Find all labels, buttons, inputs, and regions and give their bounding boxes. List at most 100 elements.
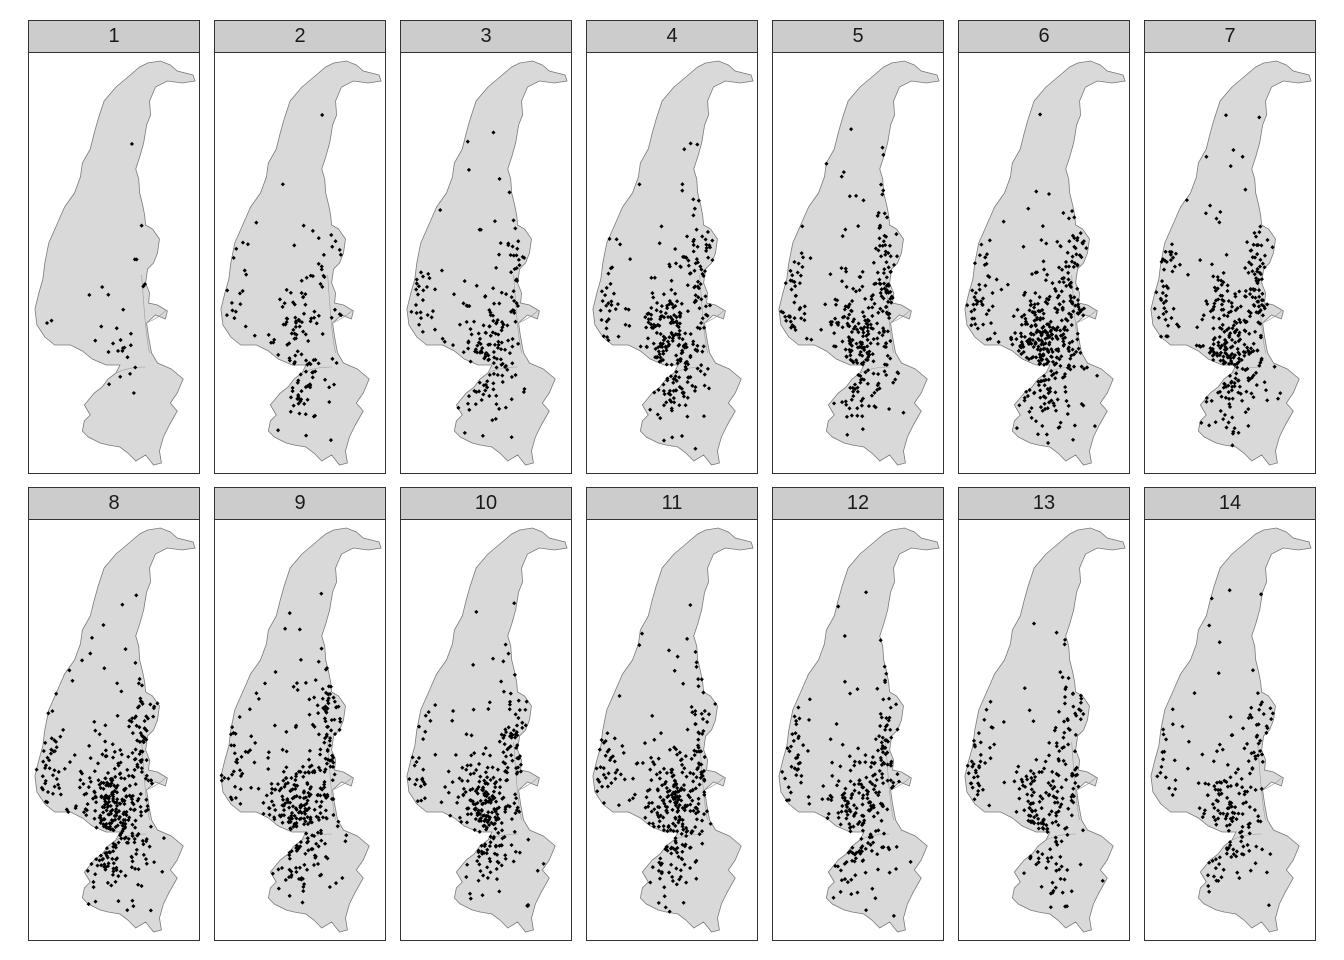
occurrence-point (971, 775, 977, 780)
occurrence-point (866, 331, 871, 337)
occurrence-point (222, 775, 227, 781)
occurrence-point (100, 804, 105, 810)
occurrence-point (100, 856, 106, 861)
occurrence-point (1015, 307, 1020, 312)
occurrence-point (235, 760, 240, 765)
occurrence-point (1046, 793, 1051, 798)
occurrence-point (1158, 770, 1163, 775)
occurrence-point (503, 405, 508, 410)
occurrence-point (249, 734, 254, 739)
occurrence-point (125, 908, 130, 913)
occurrence-point (96, 778, 101, 783)
occurrence-point (852, 812, 857, 817)
occurrence-point (675, 358, 680, 363)
occurrence-point (1227, 800, 1232, 805)
occurrence-point (798, 780, 804, 785)
occurrence-point (977, 253, 982, 258)
occurrence-point (908, 859, 913, 865)
occurrence-point (101, 780, 106, 786)
occurrence-point (122, 787, 127, 792)
occurrence-point (1045, 332, 1050, 338)
occurrence-point (105, 804, 110, 810)
occurrence-point (1056, 809, 1061, 814)
occurrence-point (541, 861, 546, 866)
occurrence-point (493, 826, 498, 831)
occurrence-point (1068, 356, 1073, 361)
occurrence-point (484, 825, 489, 830)
occurrence-point (97, 858, 102, 863)
occurrence-point (1242, 318, 1247, 323)
occurrence-point (296, 401, 301, 406)
occurrence-point (509, 816, 515, 822)
occurrence-point (1262, 306, 1267, 311)
occurrence-point (670, 774, 675, 779)
occurrence-point (1229, 337, 1235, 343)
occurrence-point (1223, 113, 1229, 118)
occurrence-point (994, 277, 999, 282)
occurrence-point (478, 816, 483, 822)
occurrence-point (688, 789, 693, 794)
occurrence-point (303, 385, 308, 390)
occurrence-point (328, 736, 333, 741)
occurrence-point (292, 336, 297, 341)
occurrence-point (855, 389, 860, 394)
occurrence-point (494, 866, 499, 872)
occurrence-point (294, 794, 299, 799)
occurrence-point (1255, 348, 1260, 353)
occurrence-point (324, 665, 330, 671)
occurrence-point (280, 820, 285, 825)
occurrence-point (505, 323, 510, 328)
occurrence-point (1244, 389, 1249, 394)
occurrence-point (497, 843, 502, 848)
occurrence-point (667, 388, 673, 393)
occurrence-point (111, 861, 116, 866)
occurrence-point (114, 807, 119, 812)
occurrence-point (860, 353, 865, 358)
occurrence-point (122, 798, 127, 803)
occurrence-point (868, 341, 873, 346)
occurrence-point (1075, 298, 1081, 303)
occurrence-point (691, 779, 696, 784)
occurrence-point (1258, 271, 1263, 277)
occurrence-point (1259, 700, 1265, 705)
occurrence-point (1054, 347, 1059, 352)
occurrence-point (289, 848, 294, 854)
occurrence-point (1235, 870, 1240, 875)
occurrence-point (685, 636, 690, 641)
occurrence-point (879, 818, 884, 823)
occurrence-point (868, 806, 874, 812)
occurrence-point (499, 828, 505, 833)
occurrence-point (298, 844, 303, 849)
occurrence-point (871, 787, 876, 792)
occurrence-point (1078, 717, 1083, 722)
occurrence-point (1230, 443, 1235, 448)
occurrence-point (1031, 771, 1036, 776)
occurrence-point (468, 787, 473, 793)
occurrence-point (1230, 384, 1235, 389)
occurrence-point (1237, 317, 1242, 322)
occurrence-point (456, 405, 461, 410)
occurrence-point (45, 800, 50, 805)
occurrence-point (301, 888, 306, 894)
occurrence-point (1021, 344, 1026, 349)
occurrence-point (1248, 346, 1254, 351)
occurrence-point (1224, 823, 1229, 828)
occurrence-point (880, 192, 885, 197)
occurrence-point (1021, 244, 1026, 249)
occurrence-point (823, 302, 828, 307)
occurrence-point (316, 236, 321, 241)
occurrence-point (1060, 796, 1065, 801)
occurrence-point (312, 833, 317, 839)
occurrence-point (292, 361, 297, 366)
occurrence-point (665, 339, 671, 344)
occurrence-point (690, 788, 695, 793)
region-polygon (34, 60, 196, 466)
occurrence-point (1073, 732, 1078, 737)
occurrence-point (148, 908, 153, 913)
occurrence-point (655, 813, 660, 818)
occurrence-point (871, 840, 876, 845)
occurrence-point (229, 797, 234, 802)
occurrence-point (1219, 791, 1224, 796)
occurrence-point (252, 333, 257, 338)
occurrence-point (312, 853, 318, 858)
